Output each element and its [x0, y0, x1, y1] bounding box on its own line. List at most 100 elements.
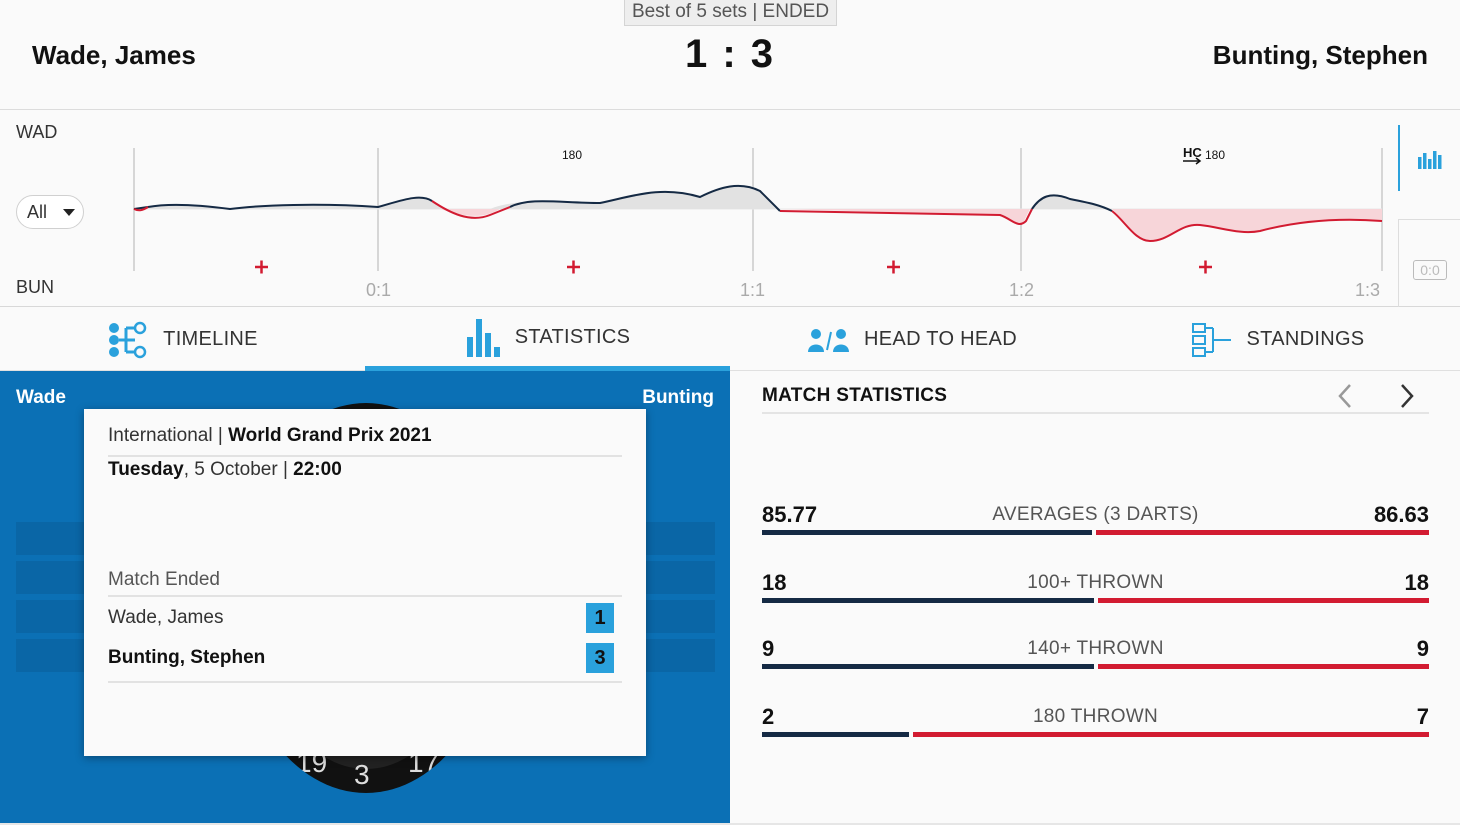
stat-row: 18 100+ THROWN 18	[762, 570, 1429, 610]
home-stat-value: 2	[762, 704, 775, 729]
board-number: 3	[354, 759, 370, 790]
home-abbreviation: WAD	[16, 122, 58, 142]
home-stat-bar	[762, 664, 1094, 669]
stat-label: 100+ THROWN	[1027, 572, 1164, 593]
row-stripe	[645, 639, 715, 672]
stat-label: 180 THROWN	[1032, 706, 1159, 727]
away-stat-value: 86.63	[1373, 502, 1429, 527]
set-filter-dropdown[interactable]: All	[16, 195, 84, 229]
tab-timeline[interactable]: TIMELINE	[0, 308, 365, 371]
marker-high-checkout[interactable]: HC	[1183, 145, 1202, 160]
set-score-label: 1:1	[740, 280, 765, 300]
home-stat-bar	[762, 598, 1094, 603]
away-momentum-area	[776, 209, 1030, 224]
home-stat-value: 18	[762, 570, 787, 595]
stat-row: 9 140+ THROWN 9	[762, 636, 1429, 676]
popup-player-row: Wade, James 1	[108, 599, 622, 639]
home-player-name[interactable]: Wade, James	[32, 40, 196, 70]
momentum-graph: 180 HC 180 0:1 1:1 1:2 1:3	[133, 145, 1383, 300]
away-stat-value: 9	[1416, 636, 1429, 661]
tournament-line: International | World Grand Prix 2021	[108, 425, 622, 457]
away-set-win-icon	[567, 260, 580, 274]
tab-label: STATISTICS	[514, 325, 631, 348]
away-stat-bar	[913, 732, 1429, 737]
away-stat-value: 7	[1416, 704, 1429, 729]
away-momentum-line	[779, 208, 1033, 225]
away-short-name: Bunting	[642, 387, 714, 408]
bracket-icon	[1191, 322, 1231, 357]
away-momentum-line	[431, 200, 511, 219]
away-stat-bar	[1096, 530, 1429, 535]
timeline-icon	[109, 321, 147, 358]
stat-label: 140+ THROWN	[1027, 638, 1164, 659]
match-statistics-title: MATCH STATISTICS	[762, 385, 948, 406]
row-stripe	[645, 561, 715, 594]
home-momentum-line	[509, 184, 781, 212]
tab-head-to-head[interactable]: HEAD TO HEAD	[730, 308, 1095, 371]
chevron-right-icon[interactable]	[1392, 381, 1422, 411]
match-status: Match Ended	[108, 569, 622, 597]
away-stat-value: 18	[1404, 570, 1429, 595]
away-abbreviation: BUN	[16, 277, 55, 297]
home-stat-bar	[762, 732, 909, 737]
away-player-name[interactable]: Bunting, Stephen	[1212, 40, 1428, 70]
tab-label: HEAD TO HEAD	[864, 328, 1017, 350]
chevron-left-icon[interactable]	[1330, 381, 1360, 411]
away-momentum-area	[1112, 209, 1382, 241]
set-score-label: 0:1	[366, 280, 391, 300]
category-label: International	[108, 425, 213, 446]
stat-label: AVERAGES (3 DARTS)	[992, 504, 1199, 525]
home-stat-bar	[762, 530, 1092, 535]
popup-player-row: Bunting, Stephen 3	[108, 639, 622, 683]
away-set-win-icon	[1199, 260, 1212, 274]
match-date: , 5 October |	[183, 459, 288, 480]
row-stripe	[645, 600, 715, 633]
score-toggle-area: 0:0	[1398, 219, 1460, 307]
away-momentum-area	[440, 209, 500, 216]
popup-player-name: Bunting, Stephen	[108, 647, 266, 668]
away-momentum-line	[1111, 210, 1383, 243]
date-line: Tuesday, 5 October | 22:00	[108, 459, 342, 481]
home-stat-value: 9	[762, 636, 775, 661]
stat-row: 2 180 THROWN 7	[762, 704, 1429, 744]
row-stripe	[16, 639, 86, 672]
home-momentum-line	[133, 196, 433, 211]
row-stripe	[16, 561, 86, 594]
score-toggle-badge[interactable]: 0:0	[1413, 260, 1447, 280]
tab-standings[interactable]: STANDINGS	[1095, 308, 1460, 371]
active-tool-indicator	[1398, 125, 1400, 191]
marker-180[interactable]: 180	[562, 148, 582, 162]
match-day: Tuesday	[108, 459, 184, 480]
caret-down-icon	[63, 209, 75, 216]
row-stripe	[16, 600, 86, 633]
separator: |	[217, 425, 223, 446]
title-divider	[762, 412, 1429, 414]
popup-player-name: Wade, James	[108, 607, 224, 628]
popup-player-score: 3	[586, 643, 614, 673]
set-score-label: 1:3	[1355, 280, 1380, 300]
tournament-name[interactable]: World Grand Prix 2021	[228, 425, 432, 446]
popup-player-score: 1	[586, 603, 614, 633]
row-stripe	[645, 522, 715, 555]
away-stat-bar	[1098, 598, 1429, 603]
set-filter-value: All	[27, 202, 48, 222]
home-momentum-line	[1031, 194, 1113, 212]
tab-bar: TIMELINE STATISTICS HEAD TO HEAD	[0, 308, 1460, 371]
high-checkout-arrow-icon	[1195, 157, 1202, 165]
board-panel: Wade Bunting 19 3 17 International | Wor…	[0, 371, 730, 825]
marker-180[interactable]: 180	[1205, 148, 1225, 162]
tab-statistics[interactable]: STATISTICS	[365, 308, 730, 371]
away-stat-bar	[1098, 664, 1429, 669]
away-momentum-line	[133, 206, 149, 212]
home-short-name: Wade	[16, 387, 66, 408]
home-stat-value: 85.77	[762, 502, 818, 527]
away-set-win-icon	[255, 260, 268, 274]
set-score-label: 1:2	[1009, 280, 1034, 300]
match-info-popup: International | World Grand Prix 2021 Tu…	[84, 409, 646, 756]
users-icon	[808, 328, 850, 352]
bar-chart-icon[interactable]	[1418, 149, 1442, 169]
chart-side-tools: 0:0	[1398, 123, 1460, 307]
bar-chart-icon	[466, 319, 500, 357]
momentum-chart: WAD BUN 180	[0, 111, 1460, 307]
